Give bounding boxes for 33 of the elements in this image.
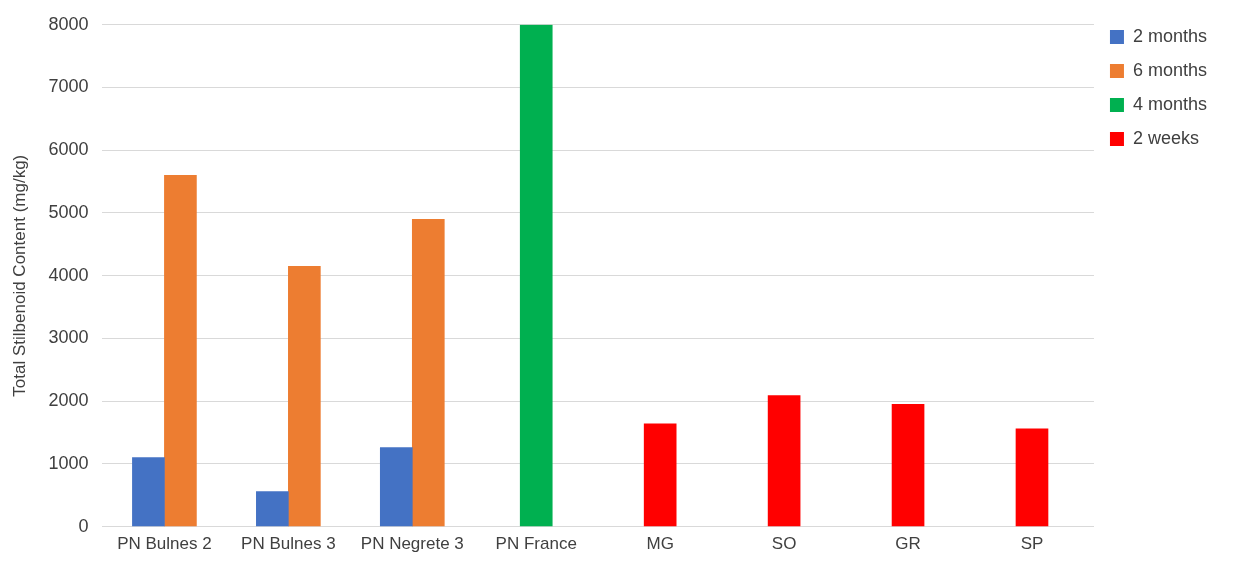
legend-label: 2 months <box>1132 25 1208 46</box>
y-tick-label: 0 <box>78 515 89 536</box>
x-tick-label: MG <box>646 534 674 554</box>
bar <box>767 395 801 527</box>
bar <box>164 175 197 527</box>
bar <box>132 457 165 527</box>
x-tick-label: PN Bulnes 2 <box>117 534 212 554</box>
y-tick-label: 4000 <box>48 264 89 285</box>
x-tick-label: SP <box>1020 534 1044 554</box>
bar <box>411 218 445 527</box>
x-tick-label: SO <box>771 534 797 554</box>
bar <box>891 403 925 527</box>
x-tick-label: PN Negrete 3 <box>360 534 464 554</box>
y-tick-label: 3000 <box>48 327 89 348</box>
y-tick-label: 1000 <box>48 452 89 473</box>
y-tick-label: 5000 <box>48 201 89 222</box>
y-tick-label: 8000 <box>48 13 89 34</box>
bar <box>643 423 677 527</box>
x-tick-label: PN France <box>495 534 577 554</box>
legend-label: 6 months <box>1132 59 1208 80</box>
x-tick-label: GR <box>895 534 921 554</box>
y-tick-label: 7000 <box>48 76 89 97</box>
bar <box>1015 428 1049 527</box>
bar <box>519 24 553 527</box>
y-axis-title: Total Stilbenoid Content (mg/kg) <box>9 154 29 397</box>
bar <box>256 491 289 527</box>
legend-label: 2 weeks <box>1132 127 1200 148</box>
x-tick-label: PN Bulnes 3 <box>241 534 336 554</box>
bar <box>379 447 413 527</box>
legend-label: 4 months <box>1132 93 1208 114</box>
bar <box>288 265 321 527</box>
y-tick-label: 2000 <box>48 390 89 411</box>
y-tick-label: 6000 <box>48 139 89 160</box>
